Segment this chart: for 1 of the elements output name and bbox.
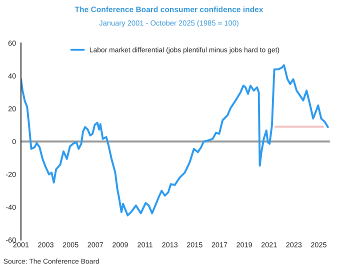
line-series xyxy=(20,64,329,216)
